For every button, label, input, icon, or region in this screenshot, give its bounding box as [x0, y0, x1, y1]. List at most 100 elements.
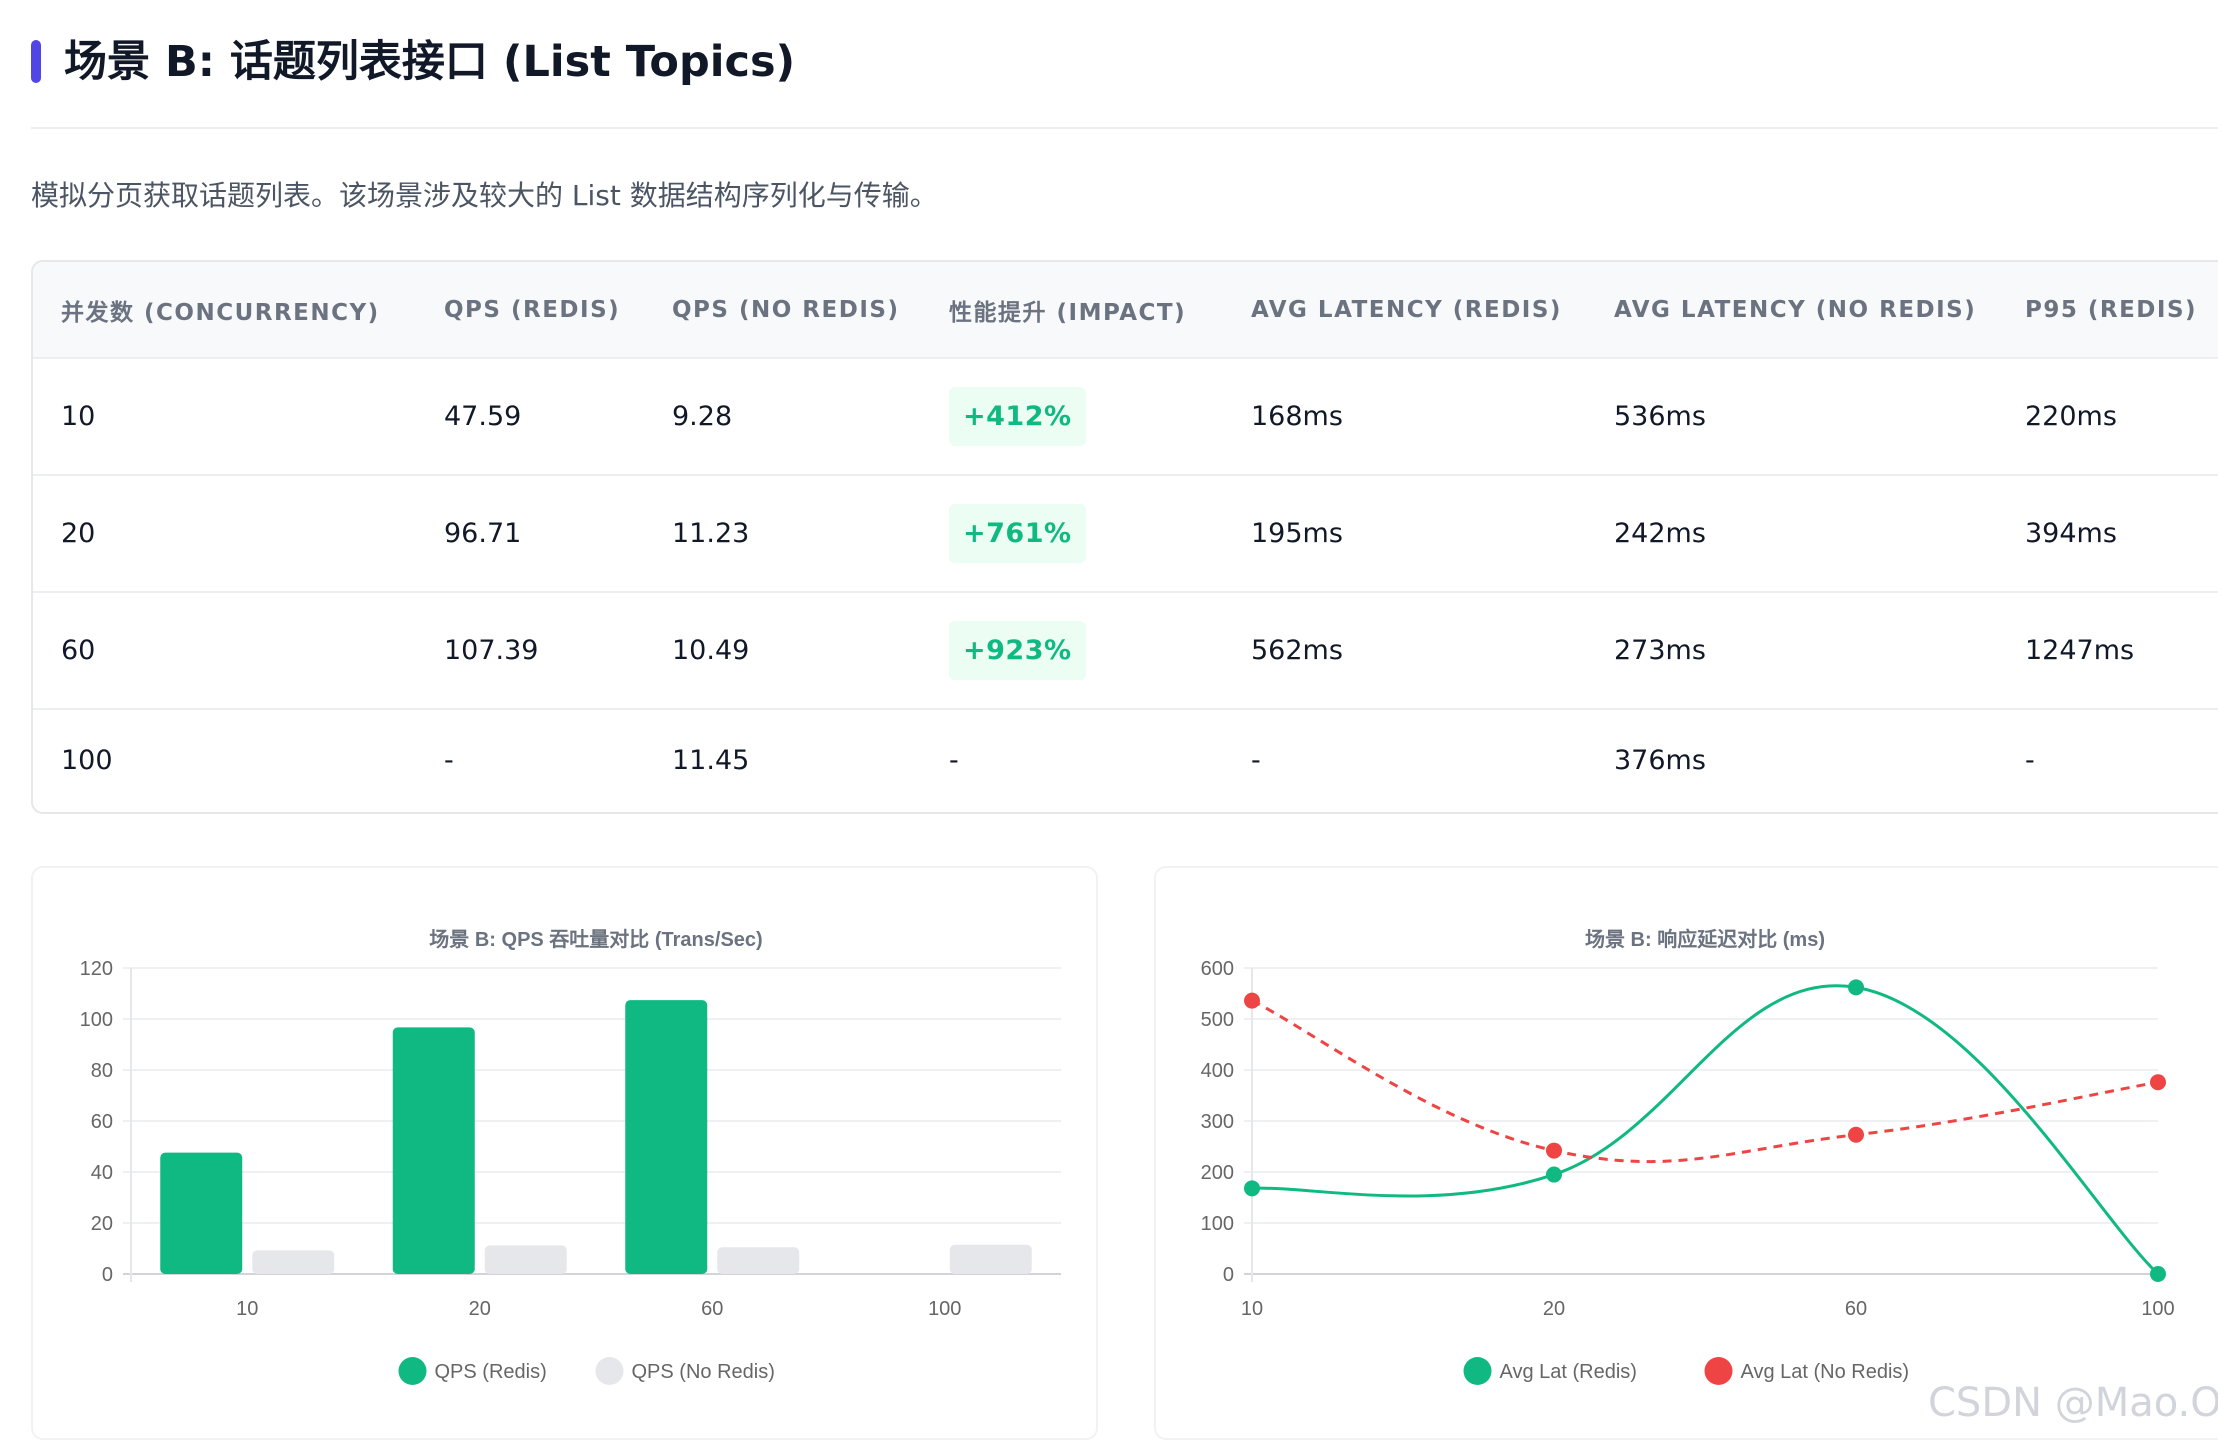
- latency-x-tick-label: 100: [2141, 1298, 2174, 1320]
- table-header-row: 并发数 (CONCURRENCY) QPS (REDIS) QPS (NO RE…: [33, 262, 2218, 358]
- latency-redis-line: [1251, 984, 2160, 1276]
- table-row: 10 47.59 9.28 +412% 168ms 536ms 220ms: [33, 357, 2218, 475]
- qps-legend-label: QPS (Redis): [435, 1361, 547, 1383]
- cell-avg-latency-no-redis: 273ms: [1586, 591, 1997, 709]
- column-header-concurrency[interactable]: 并发数 (CONCURRENCY): [61, 299, 380, 326]
- qps-chart-title: 场景 B: QPS 吞吐量对比 (Trans/Sec): [429, 927, 762, 951]
- cell-avg-latency-redis: 195ms: [1223, 474, 1586, 592]
- cell-p95-redis: 394ms: [1997, 474, 2218, 592]
- cell-avg-latency-no-redis: 242ms: [1586, 474, 1997, 592]
- latency-y-tick-label: 200: [1201, 1162, 1234, 1184]
- cell-avg-latency-no-redis: 536ms: [1586, 357, 1997, 475]
- latency-line-chart: 场景 B: 响应延迟对比 (ms) 0 100 200 300 400 500 600 10 20…: [1201, 927, 2175, 1385]
- qps-redis-bar: [625, 1000, 708, 1274]
- cell-concurrency: 60: [33, 591, 416, 709]
- qps-redis-bar: [160, 1152, 243, 1274]
- latency-x-tick-label: 10: [1241, 1298, 1263, 1320]
- cell-impact: -: [921, 708, 1223, 810]
- cell-impact: +761%: [921, 474, 1223, 592]
- latency-legend-swatch: [1463, 1357, 1492, 1385]
- impact-badge: +412%: [949, 387, 1086, 446]
- latency-chart-card: 场景 B: 响应延迟对比 (ms) 0 100 200 300 400 500 600 10 20…: [1154, 866, 2218, 1440]
- header-divider: [31, 127, 2218, 129]
- cell-concurrency: 100: [33, 708, 416, 810]
- watermark: CSDN @Mao.O: [1928, 1380, 2218, 1426]
- qps-bar-chart: 场景 B: QPS 吞吐量对比 (Trans/Sec) 0 20 40 60 80 100 1…: [80, 927, 1061, 1385]
- cell-p95-redis: 1247ms: [1997, 591, 2218, 709]
- latency-no-redis-point: [2150, 1074, 2166, 1091]
- column-header-impact[interactable]: 性能提升 (IMPACT): [949, 299, 1187, 326]
- column-header-qps-redis[interactable]: QPS (REDIS): [444, 296, 621, 323]
- table-row: 60 107.39 10.49 +923% 562ms 273ms 1247ms: [33, 591, 2218, 709]
- qps-y-tick-label: 120: [80, 958, 113, 980]
- page-title: 场景 B: 话题列表接口 (List Topics): [64, 37, 796, 87]
- qps-redis-bar: [392, 1027, 475, 1274]
- impact-badge: +923%: [949, 621, 1086, 680]
- latency-x-tick-label: 60: [1845, 1298, 1867, 1320]
- latency-redis-point: [1244, 1180, 1260, 1197]
- cell-concurrency: 10: [33, 357, 416, 475]
- latency-y-tick-label: 100: [1201, 1213, 1234, 1235]
- qps-y-tick-label: 0: [102, 1264, 113, 1286]
- cell-qps-no-redis: 10.49: [644, 591, 921, 709]
- qps-no-redis-bar: [949, 1244, 1032, 1274]
- table-row: 20 96.71 11.23 +761% 195ms 242ms 394ms: [33, 474, 2218, 592]
- cell-qps-redis: 96.71: [416, 474, 644, 592]
- cell-p95-redis: 220ms: [1997, 357, 2218, 475]
- qps-no-redis-bar: [252, 1250, 335, 1274]
- latency-x-tick-label: 20: [1543, 1298, 1565, 1320]
- cell-concurrency: 20: [33, 474, 416, 592]
- column-header-qps-no-redis[interactable]: QPS (NO REDIS): [672, 296, 900, 323]
- qps-chart-card: 场景 B: QPS 吞吐量对比 (Trans/Sec) 0 20 40 60 80 100 1…: [31, 866, 1098, 1440]
- title-accent-bar: [31, 40, 41, 83]
- qps-y-tick-label: 60: [91, 1111, 113, 1133]
- latency-no-redis-point: [1244, 992, 1260, 1009]
- column-header-avg-latency-redis[interactable]: AVG LATENCY (REDIS): [1251, 296, 1562, 323]
- results-table: 并发数 (CONCURRENCY) QPS (REDIS) QPS (NO RE…: [33, 262, 2218, 810]
- scenario-description: 模拟分页获取话题列表。该场景涉及较大的 List 数据结构序列化与传输。: [31, 179, 938, 212]
- cell-avg-latency-no-redis: 376ms: [1586, 708, 1997, 810]
- cell-avg-latency-redis: -: [1223, 708, 1586, 810]
- latency-y-tick-label: 300: [1201, 1111, 1234, 1133]
- latency-legend-label: Avg Lat (No Redis): [1741, 1361, 1910, 1383]
- qps-y-tick-label: 20: [91, 1213, 113, 1235]
- latency-no-redis-line: [1251, 999, 2159, 1164]
- latency-y-tick-label: 500: [1201, 1009, 1234, 1031]
- latency-redis-point: [1848, 979, 1864, 996]
- cell-qps-no-redis: 11.23: [644, 474, 921, 592]
- cell-qps-no-redis: 11.45: [644, 708, 921, 810]
- results-table-card: 并发数 (CONCURRENCY) QPS (REDIS) QPS (NO RE…: [31, 260, 2218, 814]
- latency-redis-point: [2150, 1266, 2166, 1282]
- cell-qps-redis: 47.59: [416, 357, 644, 475]
- latency-redis-point: [1546, 1166, 1562, 1183]
- qps-y-tick-label: 80: [91, 1060, 113, 1082]
- qps-y-tick-label: 100: [80, 1009, 113, 1031]
- qps-no-redis-bar: [717, 1247, 800, 1274]
- latency-y-tick-label: 0: [1223, 1264, 1234, 1286]
- column-header-p95-redis[interactable]: P95 (REDIS): [2025, 296, 2198, 323]
- cell-p95-redis: -: [1997, 708, 2218, 810]
- qps-legend-swatch: [398, 1357, 427, 1385]
- column-header-avg-latency-no-redis[interactable]: AVG LATENCY (NO REDIS): [1614, 296, 1977, 323]
- cell-qps-redis: -: [416, 708, 644, 810]
- cell-avg-latency-redis: 562ms: [1223, 591, 1586, 709]
- impact-badge: +761%: [949, 504, 1086, 563]
- qps-y-tick-label: 40: [91, 1162, 113, 1184]
- latency-no-redis-point: [1848, 1126, 1864, 1143]
- qps-x-tick-label: 10: [236, 1298, 258, 1320]
- latency-chart-title: 场景 B: 响应延迟对比 (ms): [1585, 927, 1825, 951]
- qps-x-tick-label: 100: [928, 1298, 961, 1320]
- latency-y-tick-label: 400: [1201, 1060, 1234, 1082]
- cell-qps-redis: 107.39: [416, 591, 644, 709]
- latency-no-redis-point: [1546, 1142, 1562, 1159]
- cell-avg-latency-redis: 168ms: [1223, 357, 1586, 475]
- cell-qps-no-redis: 9.28: [644, 357, 921, 475]
- qps-no-redis-bar: [484, 1245, 567, 1274]
- qps-x-tick-label: 60: [701, 1298, 723, 1320]
- cell-impact: +923%: [921, 591, 1223, 709]
- qps-legend-swatch: [595, 1357, 624, 1385]
- latency-y-tick-label: 600: [1201, 958, 1234, 980]
- qps-legend-label: QPS (No Redis): [632, 1361, 775, 1383]
- cell-impact: +412%: [921, 357, 1223, 475]
- latency-legend-label: Avg Lat (Redis): [1500, 1361, 1637, 1383]
